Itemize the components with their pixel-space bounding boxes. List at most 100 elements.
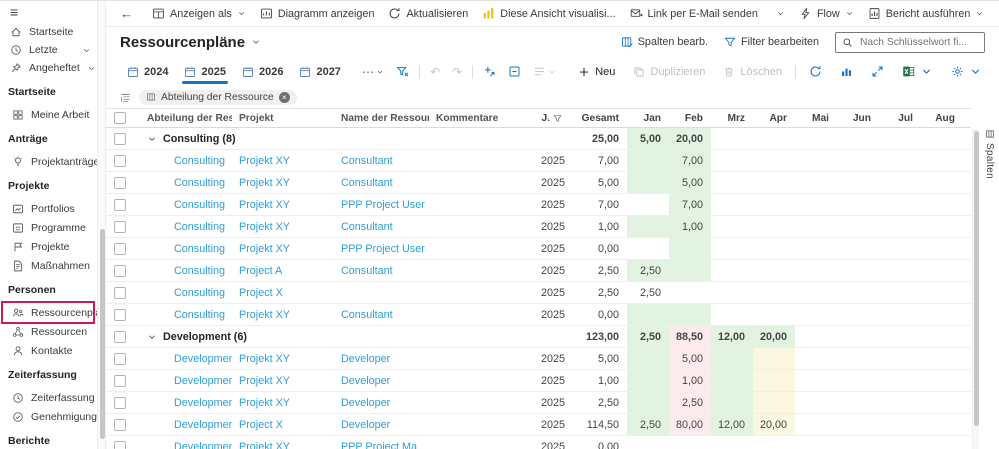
cell-projekt-link[interactable]: Projekt XY [239, 198, 291, 211]
cell-mrz[interactable] [711, 128, 753, 149]
cell-apr[interactable] [753, 304, 795, 325]
cell-jan[interactable] [627, 370, 669, 391]
cell-name-link[interactable]: PPP Project User [341, 198, 425, 211]
row-checkbox[interactable] [114, 286, 126, 299]
sidebar-scrollbar-thumb[interactable] [99, 229, 105, 439]
cell-jan[interactable]: 2,50 [639, 286, 661, 299]
cell-mai[interactable] [795, 304, 837, 325]
row-checkbox[interactable] [114, 308, 126, 321]
row-checkbox[interactable] [114, 330, 126, 343]
cell-feb[interactable]: 80,00 [669, 414, 711, 435]
col-header-abteilung[interactable]: Abteilung der Ressource [140, 113, 232, 124]
cell-feb[interactable] [669, 436, 711, 449]
cell-feb[interactable]: 1,00 [669, 216, 711, 237]
cell-name-link[interactable]: Developer [341, 418, 391, 431]
cell-aug[interactable] [921, 326, 963, 347]
cell-feb[interactable]: 7,00 [669, 150, 711, 171]
nav-kontakte[interactable]: Kontakte [0, 341, 97, 360]
col-header-jahr[interactable]: J. [522, 113, 570, 124]
new-button[interactable]: Neu [571, 66, 622, 78]
row-checkbox[interactable] [114, 396, 126, 409]
back-button[interactable]: ← [120, 6, 133, 21]
cell-mai[interactable] [795, 194, 837, 215]
cell-apr[interactable] [753, 282, 795, 303]
nav-letzte[interactable]: Letzte [0, 41, 97, 59]
cell-abteilung-link[interactable]: Development [174, 374, 232, 387]
show-chart-button[interactable]: Diagramm anzeigen [253, 3, 382, 25]
cell-projekt-link[interactable]: Projekt XY [239, 374, 291, 387]
cell-mai[interactable] [795, 282, 837, 303]
cell-feb[interactable]: 5,00 [669, 172, 711, 193]
cell-mrz[interactable] [711, 282, 753, 303]
cell-aug[interactable] [921, 216, 963, 237]
cell-aug[interactable] [921, 238, 963, 259]
chart-view-button[interactable] [833, 65, 860, 78]
row-checkbox[interactable] [114, 418, 126, 431]
cell-mrz[interactable]: 12,00 [711, 414, 753, 435]
cell-aug[interactable] [921, 414, 963, 435]
export-excel-button[interactable] [895, 65, 940, 78]
cell-jun[interactable] [837, 370, 879, 391]
cell-jan[interactable] [627, 392, 669, 413]
cell-jul[interactable] [879, 326, 921, 347]
cell-mai[interactable] [795, 150, 837, 171]
run-report-button[interactable]: Bericht ausführen [861, 3, 992, 25]
cell-name-link[interactable]: Consultant [341, 308, 393, 321]
cell-apr[interactable] [753, 216, 795, 237]
grid-scrollbar[interactable] [972, 129, 979, 449]
cell-jan[interactable] [627, 348, 669, 369]
col-header-mai[interactable]: Mai [795, 113, 837, 124]
cell-projekt-link[interactable]: Projekt XY [239, 242, 291, 255]
cell-feb[interactable]: 20,00 [669, 128, 711, 149]
cell-mai[interactable] [795, 370, 837, 391]
cell-jun[interactable] [837, 260, 879, 281]
cell-abteilung-link[interactable]: Consulting [174, 154, 226, 167]
cell-mrz[interactable] [711, 370, 753, 391]
nav-programme[interactable]: Programme [0, 218, 97, 237]
edit-filters-button[interactable]: Filter bearbeiten [724, 36, 819, 48]
settings-button[interactable] [944, 65, 989, 78]
cell-abteilung-link[interactable]: Consulting [174, 176, 226, 189]
cell-mai[interactable] [795, 238, 837, 259]
cell-jun[interactable] [837, 304, 879, 325]
cell-feb[interactable]: 1,00 [669, 370, 711, 391]
cell-aug[interactable] [921, 392, 963, 413]
refresh-button[interactable]: Aktualisieren [381, 3, 475, 25]
row-checkbox[interactable] [114, 374, 126, 387]
hamburger-menu-icon[interactable]: ≡ [10, 4, 19, 20]
cell-jun[interactable] [837, 194, 879, 215]
cell-mrz[interactable] [711, 260, 753, 281]
group-label-cell[interactable]: Development (6) [140, 326, 570, 347]
cell-mrz[interactable] [711, 436, 753, 449]
cell-abteilung-link[interactable]: Development [174, 440, 232, 449]
cell-jul[interactable] [879, 370, 921, 391]
nav-zeiterfassung[interactable]: Zeiterfassung [0, 388, 97, 407]
col-header-name[interactable]: Name der Ressource [334, 113, 429, 124]
refresh-grid-button[interactable] [802, 65, 829, 78]
cell-name-link[interactable]: PPP Project Ma [341, 440, 418, 449]
cell-feb[interactable] [669, 238, 711, 259]
cell-jul[interactable] [879, 150, 921, 171]
cell-aug[interactable] [921, 282, 963, 303]
email-link-split-chevron[interactable] [769, 3, 792, 25]
email-link-button[interactable]: Link per E-Mail senden [623, 3, 765, 25]
cell-jun[interactable] [837, 326, 879, 347]
cell-mrz[interactable] [711, 172, 753, 193]
cell-jan[interactable] [627, 172, 669, 193]
cell-jul[interactable] [879, 128, 921, 149]
cell-abteilung-link[interactable]: Consulting [174, 220, 226, 233]
cell-abteilung-link[interactable]: Consulting [174, 308, 226, 321]
edit-columns-button[interactable]: Spalten bearb. [621, 36, 708, 48]
cell-aug[interactable] [921, 172, 963, 193]
cell-jun[interactable] [837, 282, 879, 303]
view-selector-chevron-icon[interactable] [251, 37, 261, 47]
chip-remove-icon[interactable]: × [278, 91, 290, 103]
cell-name-link[interactable]: Developer [341, 396, 391, 409]
nav-ressourcenplaene[interactable]: Ressourcenpläne [0, 301, 97, 324]
cell-aug[interactable] [921, 304, 963, 325]
cell-projekt-link[interactable]: Projekt XY [239, 440, 291, 449]
cell-jan[interactable] [627, 194, 669, 215]
cell-aug[interactable] [921, 150, 963, 171]
cell-jan[interactable] [627, 216, 669, 237]
cell-abteilung-link[interactable]: Development [174, 418, 232, 431]
